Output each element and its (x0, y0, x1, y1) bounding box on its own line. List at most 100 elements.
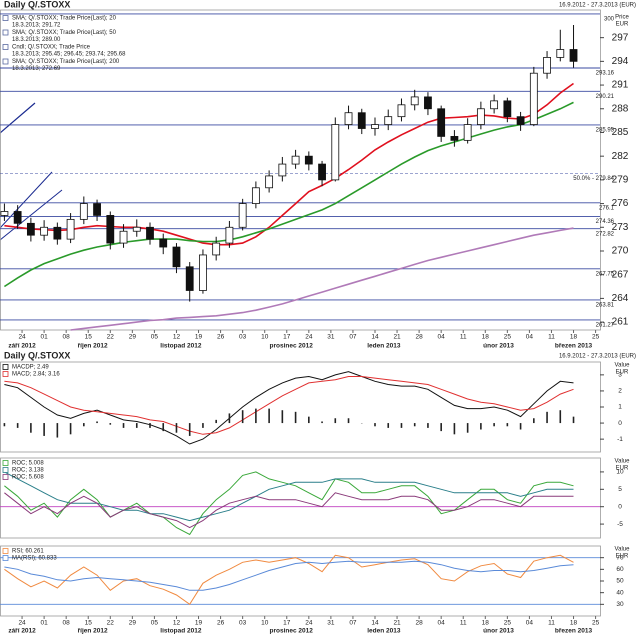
legend-label: RSI; 60.261 (12, 549, 44, 555)
x-tick-label: 18 (482, 334, 490, 341)
x-tick-label: 15 (85, 334, 93, 341)
x-tick-label: 14 (371, 334, 379, 341)
x-tick-label: 03 (239, 334, 247, 341)
histogram-bar (3, 423, 6, 427)
y-tick-label: 276 (612, 198, 629, 209)
candle-body (318, 163, 326, 181)
candle-body (93, 203, 101, 216)
histogram-bar (493, 423, 495, 427)
histogram-bar (480, 423, 482, 430)
candle-body (106, 215, 115, 244)
x-tick-label: 25 (504, 334, 512, 341)
legend-label: 18.3.2013; 272.69 (12, 66, 61, 72)
x-tick-label: 10 (261, 334, 269, 341)
x-tick-label: 31 (327, 620, 335, 627)
legend-icon (2, 29, 9, 36)
x-tick-label: 25 (504, 620, 512, 627)
x-tick-label: 11 (460, 334, 467, 341)
legend-icon (2, 555, 9, 561)
y-tick-label: 0 (618, 420, 622, 427)
candle-body (278, 163, 287, 177)
candle-body (516, 116, 525, 125)
candle-body (291, 155, 300, 165)
candle-body (490, 100, 499, 110)
histogram-bar (241, 410, 244, 424)
y-axis-label: Value (615, 459, 631, 465)
histogram-bar (175, 423, 178, 433)
x-tick-label: 15 (85, 620, 93, 627)
candle-body (225, 226, 234, 244)
x-tick-label: 22 (107, 334, 115, 341)
legend-icon (2, 44, 9, 50)
histogram-bar (268, 408, 270, 424)
histogram-bar (228, 413, 231, 424)
histogram-bar (162, 423, 165, 432)
x-tick-label: 10 (261, 620, 269, 627)
candle-body (304, 155, 313, 165)
x-month-label: listopad 2012 (160, 343, 202, 350)
histogram-bar (466, 423, 469, 433)
candle-body (185, 266, 194, 291)
y-tick-label: -1 (617, 436, 623, 443)
histogram-bar (572, 416, 575, 424)
candle-body (172, 246, 181, 268)
x-month-label: leden 2013 (367, 343, 401, 350)
legend-label: ROC; 5.008 (12, 461, 44, 467)
x-tick-label: 11 (548, 620, 555, 627)
series-line (4, 376, 574, 435)
candle-body (79, 203, 88, 220)
panel-subtitle: 16.9.2012 - 27.3.2013 (EUR) (559, 354, 636, 360)
y-tick-label: 282 (612, 151, 629, 162)
y-axis-unit: EUR (616, 22, 629, 28)
histogram-bar (546, 411, 548, 424)
histogram-bar (308, 416, 310, 424)
legend-icon (2, 58, 9, 65)
candle-body (53, 226, 62, 240)
histogram-bar (149, 423, 151, 428)
x-tick-label: 25 (592, 334, 600, 341)
candle-body (397, 104, 406, 118)
candle-body (251, 187, 260, 204)
x-tick-label: 21 (393, 334, 401, 341)
x-tick-label: 11 (460, 620, 467, 627)
candle-body (0, 211, 9, 216)
legend-label: 18.3.2013; 291.72 (12, 23, 61, 29)
x-month-label: leden 2013 (367, 628, 401, 635)
histogram-bar (321, 421, 323, 424)
legend-label: 18.3.2013; 289.00 (12, 37, 61, 43)
histogram-bar (533, 418, 535, 424)
y-tick-label: 50 (616, 578, 624, 585)
x-month-label: březen 2013 (555, 343, 593, 350)
legend-label: SMA; Q/.STOXX; Trade Price(Last); 50 (12, 30, 117, 36)
candle-body (476, 108, 485, 125)
y-tick-label: 30 (616, 601, 624, 608)
x-tick-label: 31 (327, 334, 335, 341)
x-month-label: prosinec 2012 (269, 628, 313, 635)
series-line (4, 560, 574, 591)
y-tick-label: 264 (612, 293, 629, 304)
x-tick-label: 22 (107, 620, 115, 627)
candle-body (450, 136, 459, 141)
panel-title: Daily Q/.STOXX (4, 0, 70, 9)
candle-body (424, 96, 432, 110)
x-month-label: září 2012 (8, 343, 36, 350)
candle-body (199, 254, 207, 291)
histogram-bar (400, 423, 403, 428)
x-tick-label: 19 (195, 620, 203, 627)
legend-label: ROC; 5.608 (12, 475, 44, 481)
x-tick-label: 24 (305, 334, 313, 341)
legend-label: MACDP; 2.49 (12, 365, 49, 371)
x-tick-label: 12 (173, 620, 181, 627)
y-tick-label: 270 (612, 246, 629, 257)
x-tick-label: 19 (195, 334, 203, 341)
x-tick-label: 24 (18, 334, 26, 341)
level-label: 267.75 (596, 271, 615, 277)
histogram-bar (202, 423, 204, 428)
legend-label: SMA; Q/.STOXX; Trade Price(Last); 200 (12, 59, 120, 65)
x-tick-label: 29 (129, 334, 137, 341)
candle-body (357, 112, 366, 129)
x-tick-label: 07 (349, 334, 357, 341)
x-month-label: prosinec 2012 (269, 343, 313, 350)
series-line (4, 492, 574, 529)
